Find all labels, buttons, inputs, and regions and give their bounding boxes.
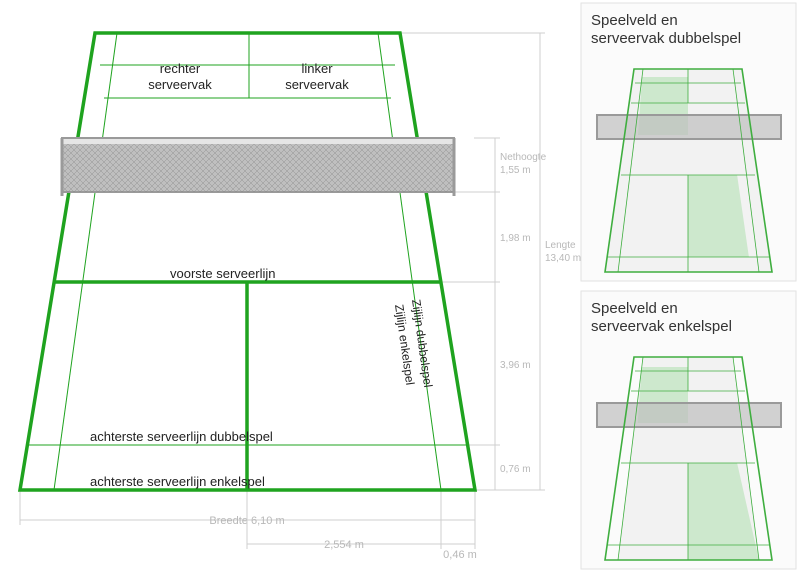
dim-076: 0,76 m — [500, 464, 531, 475]
dim-lengte-1: Lengte — [545, 240, 576, 251]
court-labels: rechterserveervak linkerserveervak voors… — [90, 61, 435, 489]
dim-198: 1,98 m — [500, 233, 531, 244]
court-net — [2, 138, 572, 196]
dim-lengte-2: 13,40 m — [545, 253, 581, 264]
court-lines — [20, 33, 475, 490]
label-linker-1: linker — [301, 61, 333, 76]
label-achterste-dub: achterste serveerlijn dubbelspel — [90, 429, 273, 444]
dim-seg2: 0,46 m — [443, 549, 477, 561]
label-rechter-2: serveervak — [148, 77, 212, 92]
panel-singles: Speelveld enserveervak enkelspel — [581, 291, 796, 569]
dim-396: 3,96 m — [500, 360, 531, 371]
label-voorste: voorste serveerlijn — [170, 266, 276, 281]
svg-text:linkerserveervak: linkerserveervak — [285, 61, 349, 92]
label-linker-2: serveervak — [285, 77, 349, 92]
panel-doubles: Speelveld enserveervak dubbelspel — [581, 3, 796, 281]
main-court-diagram: Breedte 6,10 m 2,554 m 0,46 m Nethoogte … — [2, 33, 581, 561]
svg-text:rechterserveervak: rechterserveervak — [148, 61, 212, 92]
dim-nethoogte-2: 1,55 m — [500, 165, 531, 176]
label-achterste-enk: achterste serveerlijn enkelspel — [90, 474, 265, 489]
label-rechter-1: rechter — [160, 61, 201, 76]
dim-seg1: 2,554 m — [324, 539, 364, 551]
